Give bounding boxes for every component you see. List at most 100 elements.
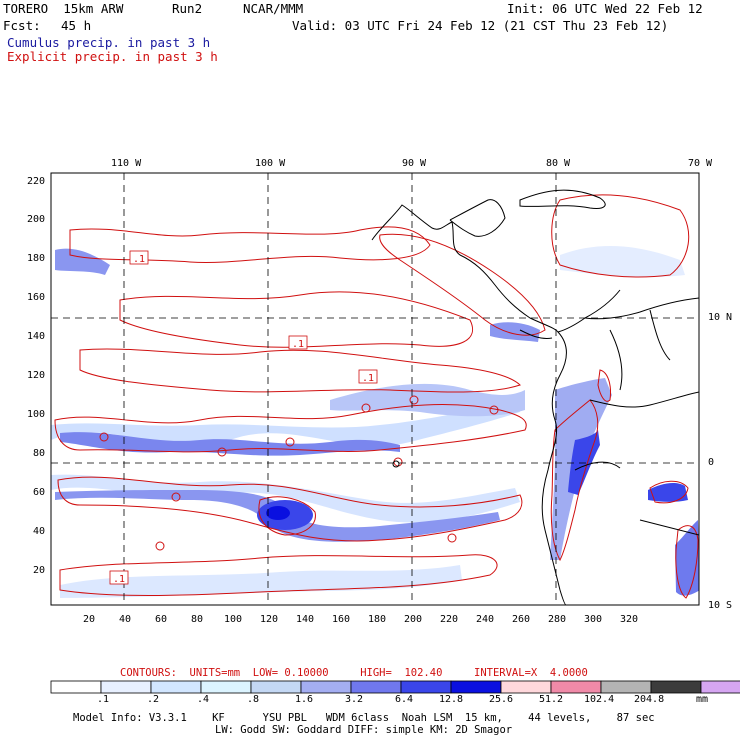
y-tick: 60 bbox=[33, 487, 46, 498]
x-tick: 280 bbox=[548, 614, 567, 625]
x-tick: 160 bbox=[332, 614, 351, 625]
x-tick: 60 bbox=[155, 614, 168, 625]
contour-label: .1 bbox=[133, 254, 145, 265]
galapagos-island bbox=[392, 460, 400, 468]
contour-cell bbox=[285, 437, 295, 447]
contour-ne bbox=[551, 194, 690, 278]
x-tick: 200 bbox=[404, 614, 423, 625]
border-peru bbox=[589, 391, 699, 408]
contour-south bbox=[59, 554, 498, 596]
precip-band-mid bbox=[51, 474, 520, 523]
precip-cell-core-center bbox=[266, 506, 290, 520]
cumulus-legend: Cumulus precip. in past 3 h bbox=[7, 35, 211, 50]
cumulus-precip-layer bbox=[51, 245, 699, 598]
scale-swatch bbox=[500, 680, 552, 694]
coastline-central-america bbox=[371, 204, 621, 333]
lat-label: 0 bbox=[708, 457, 715, 468]
lon-label: 90 W bbox=[402, 158, 427, 169]
scale-swatch bbox=[300, 680, 352, 694]
scale-label: 51.2 bbox=[539, 694, 564, 705]
y-tick: 120 bbox=[27, 370, 46, 381]
lat-label: 10 S bbox=[708, 600, 733, 611]
scale-swatch bbox=[700, 680, 740, 694]
y-tick: 80 bbox=[33, 448, 46, 459]
valid-time: Valid: 03 UTC Fri 24 Feb 12 (21 CST Thu … bbox=[292, 18, 669, 33]
contour-cell bbox=[447, 533, 457, 543]
coastline-south-america-west bbox=[541, 331, 567, 605]
border-colombia bbox=[609, 329, 623, 391]
scale-label: 3.2 bbox=[345, 694, 364, 705]
model-info-physics: LW: Godd SW: Goddard DIFF: simple KM: 2D… bbox=[215, 724, 513, 736]
explicit-legend: Explicit precip. in past 3 h bbox=[7, 49, 218, 64]
scale-label: 25.6 bbox=[489, 694, 514, 705]
border-bolivia bbox=[639, 519, 699, 536]
scale-swatch bbox=[600, 680, 652, 694]
contour-mid bbox=[57, 476, 523, 542]
x-tick: 240 bbox=[476, 614, 495, 625]
scale-swatch bbox=[200, 680, 252, 694]
x-tick: 20 bbox=[83, 614, 96, 625]
scale-label: 12.8 bbox=[439, 694, 464, 705]
x-tick: 180 bbox=[368, 614, 387, 625]
y-tick: 160 bbox=[27, 292, 46, 303]
scale-swatch bbox=[550, 680, 602, 694]
contour-se bbox=[675, 525, 699, 599]
coastline-south-america-north bbox=[584, 297, 699, 320]
init-time: Init: 06 UTC Wed 22 Feb 12 bbox=[507, 1, 703, 16]
y-tick: 200 bbox=[27, 214, 46, 225]
coastline-yucatan bbox=[449, 199, 506, 237]
lon-label: 110 W bbox=[111, 158, 142, 169]
scale-label: 204.8 bbox=[634, 694, 665, 705]
contour-cell bbox=[171, 492, 181, 502]
scale-label: 1.6 bbox=[295, 694, 314, 705]
color-scale-bar bbox=[50, 680, 740, 694]
forecast-hours: 45 h bbox=[61, 18, 92, 33]
scale-swatch bbox=[50, 680, 102, 694]
contour-cell bbox=[155, 541, 165, 551]
lon-label: 80 W bbox=[546, 158, 571, 169]
coastline-cuba bbox=[519, 189, 606, 209]
scale-label: .2 bbox=[147, 694, 160, 705]
scale-label: .4 bbox=[197, 694, 210, 705]
contour-label: .1 bbox=[113, 574, 125, 585]
y-tick: 180 bbox=[27, 253, 46, 264]
model-title: TORERO 15km ARW bbox=[3, 1, 124, 16]
contour-label-box bbox=[129, 250, 149, 265]
contour-label-boxes: .1 .1 .1 .1 bbox=[109, 250, 378, 585]
x-tick: 80 bbox=[191, 614, 204, 625]
scale-swatch bbox=[650, 680, 702, 694]
x-tick: 40 bbox=[119, 614, 132, 625]
precip-southeast bbox=[675, 520, 699, 596]
precip-band-north bbox=[51, 402, 520, 447]
precip-ne bbox=[560, 245, 685, 278]
org-label: NCAR/MMM bbox=[243, 1, 304, 16]
scale-label: 6.4 bbox=[395, 694, 414, 705]
precip-amazon bbox=[648, 483, 688, 502]
contour-label-box bbox=[109, 570, 129, 585]
contour-central-am bbox=[379, 233, 546, 336]
y-tick: 220 bbox=[27, 176, 46, 187]
border-venezuela bbox=[649, 309, 671, 361]
x-tick: 120 bbox=[260, 614, 279, 625]
scale-swatch bbox=[100, 680, 152, 694]
contour-label: .1 bbox=[292, 339, 304, 350]
precip-band-north-core bbox=[60, 432, 400, 456]
contour-core bbox=[258, 496, 316, 536]
contour-cell bbox=[489, 405, 499, 415]
coastline-panama bbox=[519, 329, 553, 339]
precip-band-south bbox=[60, 565, 462, 598]
y-tick: 40 bbox=[33, 526, 46, 537]
lon-label: 70 W bbox=[688, 158, 713, 169]
scale-label: 102.4 bbox=[584, 694, 615, 705]
contour-label-box bbox=[358, 369, 378, 384]
precip-coast-core bbox=[568, 430, 600, 495]
contour-cell bbox=[361, 403, 371, 413]
scale-swatch bbox=[150, 680, 202, 694]
x-tick: 320 bbox=[620, 614, 639, 625]
scale-unit: mm bbox=[696, 694, 709, 705]
scale-swatch bbox=[400, 680, 452, 694]
contour-label-box bbox=[288, 335, 308, 350]
contour-east bbox=[649, 480, 689, 504]
contour-andes-2 bbox=[597, 369, 611, 402]
